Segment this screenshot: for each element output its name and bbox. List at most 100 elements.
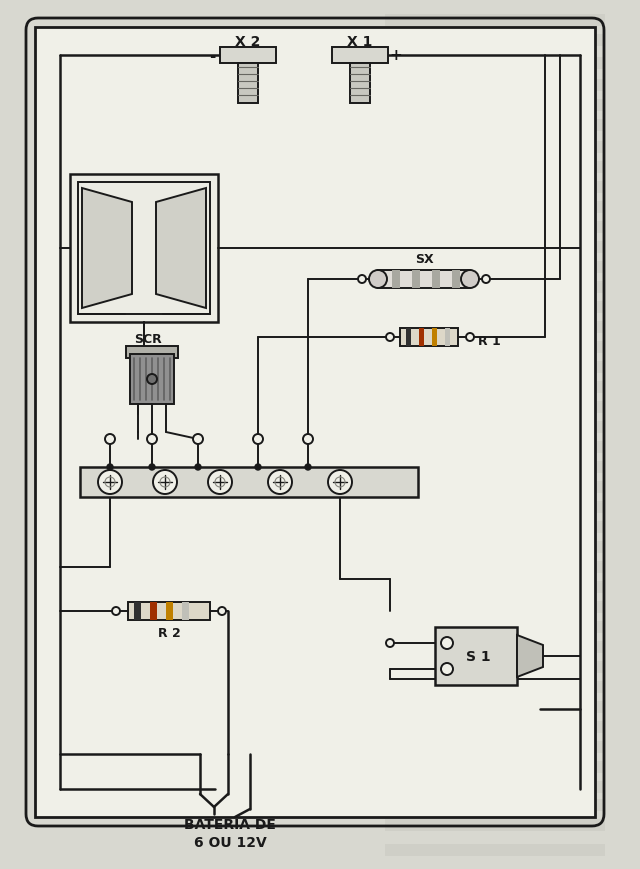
Bar: [385, 100, 605, 112]
Bar: [385, 242, 605, 254]
Polygon shape: [150, 602, 157, 620]
Bar: [385, 202, 605, 214]
Bar: [435, 627, 517, 686]
Bar: [385, 80, 605, 92]
Bar: [385, 15, 605, 27]
Bar: [385, 381, 605, 394]
Bar: [385, 262, 605, 274]
Text: X 1: X 1: [348, 35, 372, 49]
Bar: [385, 601, 605, 614]
Bar: [385, 641, 605, 653]
Bar: [385, 541, 605, 554]
Bar: [385, 681, 605, 693]
Bar: [385, 844, 605, 856]
Bar: [385, 521, 605, 534]
Circle shape: [303, 434, 313, 444]
Bar: [385, 541, 605, 554]
Bar: [385, 661, 605, 673]
Bar: [385, 641, 605, 653]
Circle shape: [268, 470, 292, 494]
Bar: [385, 381, 605, 394]
Bar: [385, 162, 605, 174]
Bar: [385, 761, 605, 773]
Bar: [385, 701, 605, 713]
Circle shape: [482, 275, 490, 283]
Text: 6 OU 12V: 6 OU 12V: [194, 835, 266, 849]
Bar: [385, 541, 605, 554]
Circle shape: [98, 470, 122, 494]
Circle shape: [195, 464, 201, 470]
Bar: [385, 844, 605, 856]
Bar: [385, 401, 605, 414]
Bar: [385, 799, 605, 811]
Bar: [385, 421, 605, 434]
Bar: [385, 15, 605, 27]
Text: -: -: [209, 49, 215, 63]
Bar: [385, 401, 605, 414]
Bar: [385, 701, 605, 713]
Bar: [385, 501, 605, 514]
Polygon shape: [406, 328, 411, 347]
Bar: [80, 468, 418, 497]
Bar: [385, 601, 605, 614]
Bar: [128, 602, 210, 620]
Bar: [385, 120, 605, 132]
Bar: [238, 64, 258, 104]
Bar: [385, 621, 605, 634]
Bar: [385, 182, 605, 194]
Bar: [385, 322, 605, 334]
Bar: [385, 621, 605, 634]
Bar: [385, 819, 605, 831]
Circle shape: [105, 434, 115, 444]
Bar: [385, 142, 605, 154]
Bar: [385, 501, 605, 514]
Text: S 1: S 1: [466, 649, 490, 663]
Bar: [385, 521, 605, 534]
Circle shape: [305, 464, 311, 470]
Circle shape: [218, 607, 226, 615]
Polygon shape: [432, 328, 437, 347]
Bar: [385, 142, 605, 154]
Polygon shape: [445, 328, 450, 347]
Text: R 2: R 2: [157, 627, 180, 640]
Bar: [385, 721, 605, 733]
Bar: [385, 282, 605, 294]
Bar: [385, 322, 605, 334]
Bar: [385, 781, 605, 793]
Circle shape: [441, 663, 453, 675]
Bar: [400, 328, 458, 347]
Bar: [35, 28, 595, 817]
Bar: [385, 202, 605, 214]
Bar: [385, 799, 605, 811]
Bar: [385, 421, 605, 434]
Bar: [385, 262, 605, 274]
Bar: [385, 561, 605, 574]
Bar: [385, 80, 605, 92]
Bar: [385, 142, 605, 154]
Circle shape: [147, 375, 157, 385]
Bar: [385, 362, 605, 374]
Bar: [385, 100, 605, 112]
Circle shape: [193, 434, 203, 444]
Bar: [385, 342, 605, 354]
Text: SCR: SCR: [134, 333, 162, 346]
Bar: [385, 162, 605, 174]
Polygon shape: [134, 602, 141, 620]
Bar: [385, 741, 605, 753]
Bar: [385, 621, 605, 634]
Circle shape: [149, 464, 155, 470]
Bar: [385, 381, 605, 394]
Bar: [385, 781, 605, 793]
Polygon shape: [156, 189, 206, 308]
Bar: [385, 461, 605, 474]
Bar: [385, 819, 605, 831]
Bar: [385, 202, 605, 214]
Bar: [385, 781, 605, 793]
Bar: [385, 481, 605, 494]
Circle shape: [107, 464, 113, 470]
Bar: [385, 461, 605, 474]
Bar: [385, 581, 605, 594]
Bar: [385, 322, 605, 334]
Bar: [385, 282, 605, 294]
Bar: [385, 461, 605, 474]
